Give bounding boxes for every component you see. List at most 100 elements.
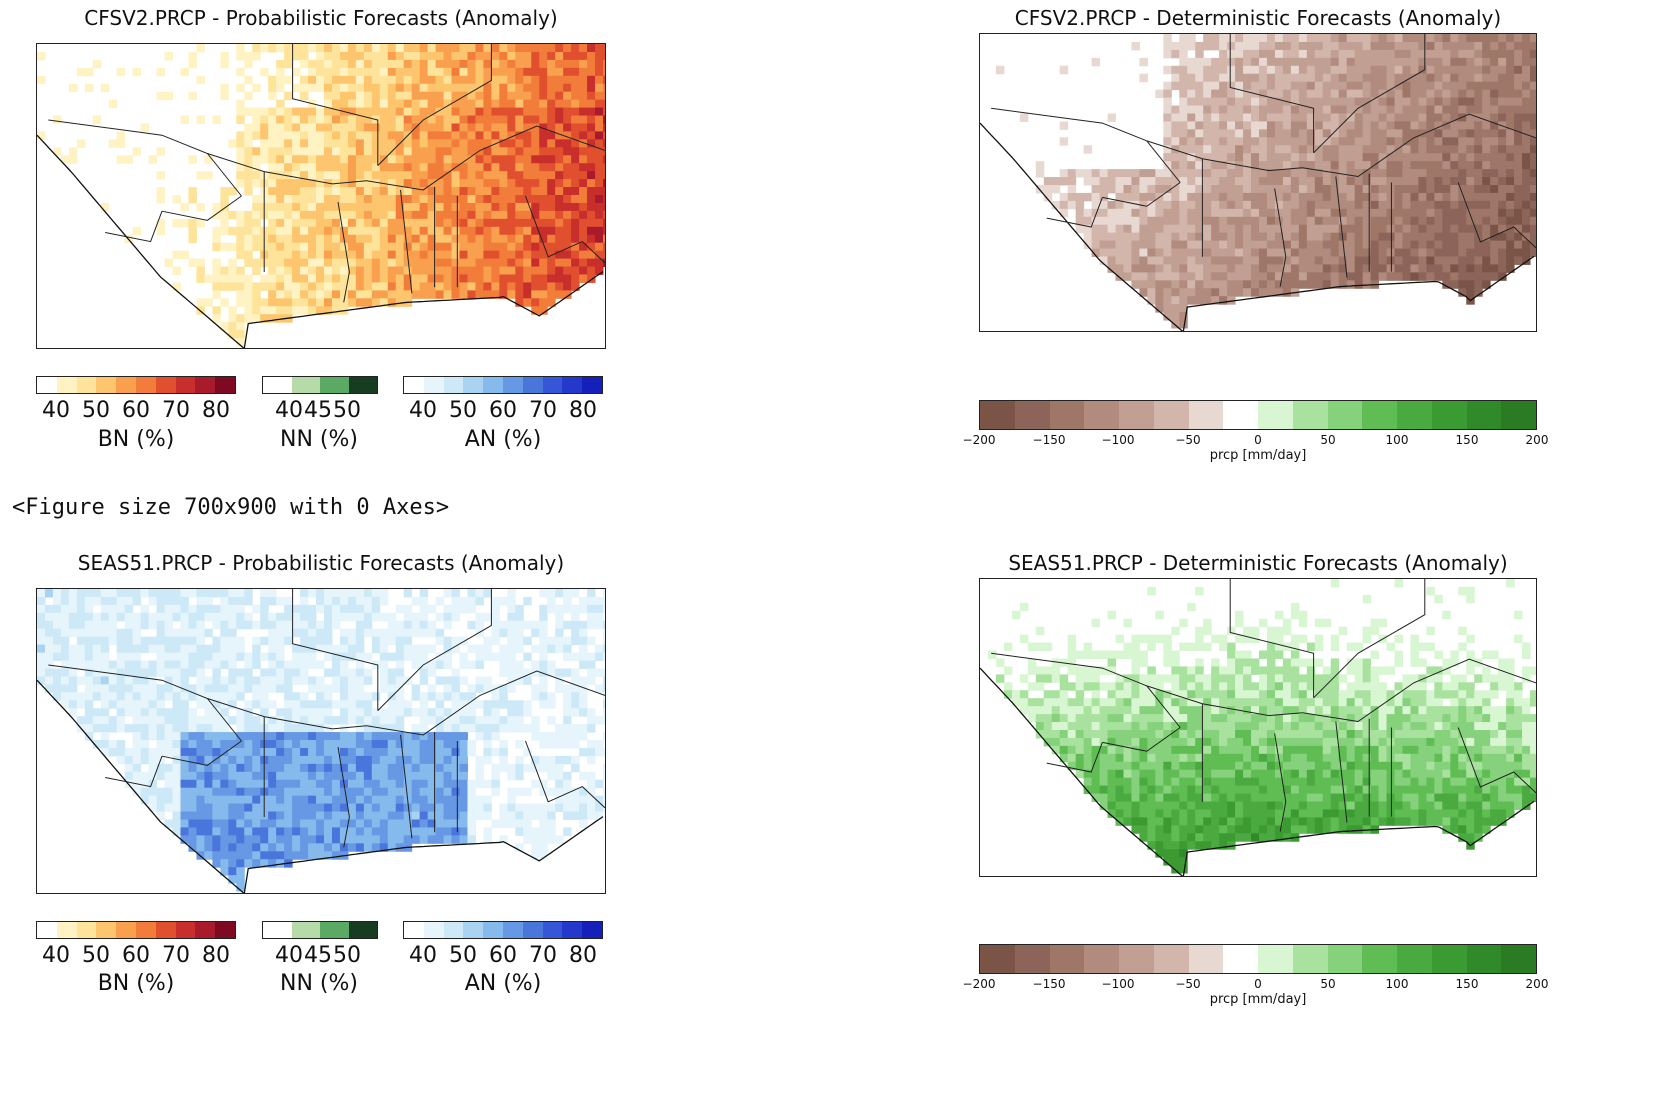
det-tick: −50 [1175,433,1201,447]
country-border [1274,733,1287,832]
precip-field [37,44,605,347]
colorbar-segment [291,922,320,938]
colorbar-segment [348,922,377,938]
colorbar-segment [76,922,97,938]
nn-colorbar [262,376,378,394]
colorbar-segment [56,922,77,938]
colorbar-segment [1501,945,1536,973]
det-tick: −200 [962,977,996,991]
nn-label: NN (%) [280,427,358,452]
country-border [400,734,413,839]
nn-tick: 40 [275,943,303,968]
an-tick: 50 [449,943,477,968]
colorbar-segment [1049,401,1085,429]
nn-colorbar [262,921,378,939]
country-border [105,756,163,788]
an-tick: 40 [409,943,437,968]
colorbar-segment [423,377,444,393]
an-tick: 80 [569,398,597,423]
country-border [1229,34,1315,153]
colorbar-segment [443,377,464,393]
country-border [1102,182,1181,207]
seas51-det-map [979,578,1537,877]
country-border [991,107,1181,183]
country-border [366,670,605,736]
country-border [161,195,242,221]
det-colorbar [979,944,1537,974]
det-tick: 200 [1525,433,1549,447]
bn-tick: 40 [42,943,70,968]
colorbar-segment [116,922,136,938]
an-tick: 70 [529,398,557,423]
bn-label: BN (%) [97,971,175,996]
seas51-prob-title: SEAS51.PRCP - Probabilistic Forecasts (A… [77,551,565,575]
coastline [980,667,1535,876]
colorbar-segment [1153,401,1189,429]
colorbar-segment [96,377,117,393]
colorbar-segment [195,922,216,938]
det-tick: −50 [1175,977,1201,991]
bn-tick: 70 [162,398,190,423]
colorbar-segment [483,922,503,938]
colorbar-segment [56,377,77,393]
colorbar-segment [1327,401,1363,429]
colorbar-segment [263,377,292,393]
colorbar-segment [1188,401,1224,429]
colorbar-segment [1084,945,1119,973]
figure-output-text: <Figure size 700x900 with 0 Axes> [12,495,450,520]
det-tick: −100 [1101,977,1135,991]
colorbar-segment [404,377,424,393]
det-tick: 0 [1254,977,1262,991]
country-border [525,195,605,264]
det-label: prcp [mm/day] [1209,992,1307,1007]
coastline [37,134,604,348]
an-tick: 70 [529,943,557,968]
colorbar-segment [175,377,196,393]
colorbar-segment [980,945,1015,973]
country-border [1457,182,1536,249]
bn-tick: 70 [162,943,190,968]
country-border [337,201,350,303]
coastline [37,679,604,893]
cfsv2-det-map [979,33,1537,332]
cfsv2-prob-map [36,43,606,349]
colorbar-segment [1397,945,1432,973]
bn-label: BN (%) [97,427,175,452]
colorbar-segment [1223,945,1258,973]
det-tick: 200 [1525,977,1549,991]
det-label: prcp [mm/day] [1209,448,1307,463]
colorbar-segment [155,377,176,393]
colorbar-segment [1466,401,1502,429]
country-border [1335,721,1348,823]
country-border [1302,658,1536,723]
country-border [105,211,163,243]
bn-tick: 50 [82,943,110,968]
colorbar-segment [1362,401,1397,429]
bn-colorbar [36,921,236,939]
country-border [377,589,492,711]
country-border [1313,34,1426,154]
country-border [207,153,367,185]
colorbar-segment [443,922,464,938]
colorbar-segment [562,922,583,938]
colorbar-segment [1258,401,1293,429]
country-border [366,125,605,191]
country-border [1313,579,1426,699]
colorbar-segment [135,922,156,938]
colorbar-segment [135,377,156,393]
country-border [48,664,242,742]
precip-field [995,34,1536,329]
precip-field [37,589,605,892]
an-colorbar [403,921,603,939]
det-tick: 50 [1320,433,1336,447]
det-colorbar [979,400,1537,430]
colorbar-segment [76,377,97,393]
an-tick: 80 [569,943,597,968]
colorbar-segment [175,922,196,938]
colorbar-segment [562,377,583,393]
colorbar-segment [522,922,543,938]
colorbar-segment [1258,945,1293,973]
country-border [525,740,605,809]
colorbar-segment [291,377,320,393]
bn-tick: 80 [202,943,230,968]
